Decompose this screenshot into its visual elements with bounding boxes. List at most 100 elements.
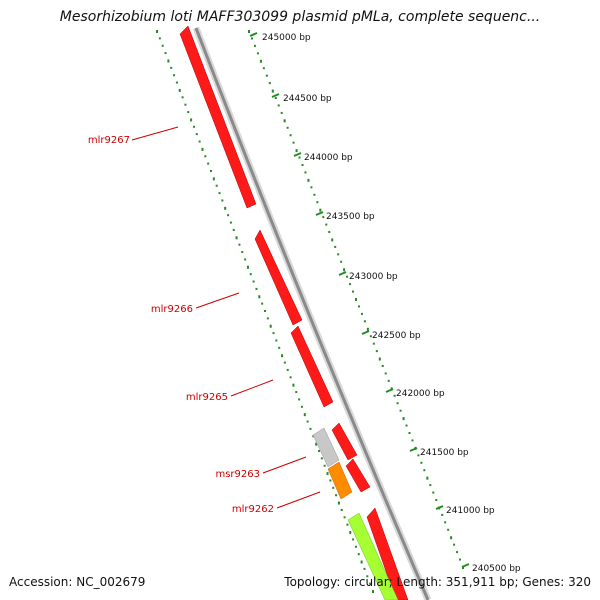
track-dot (235, 236, 238, 240)
track-dot (349, 531, 352, 535)
track-dot (201, 147, 204, 151)
track-dot (453, 543, 456, 546)
track-dot (178, 88, 181, 92)
map-title: Mesorhizobium loti MAFF303099 plasmid pM… (59, 9, 541, 25)
track-dot (310, 186, 313, 189)
track-dot (244, 258, 247, 261)
track-dot (375, 350, 378, 353)
track-dot (352, 290, 355, 293)
track-dot (399, 409, 402, 412)
track-dot (274, 97, 277, 99)
track-dot (447, 528, 450, 531)
gene-label: mlr9265 (186, 392, 228, 403)
track-dot (232, 228, 235, 231)
track-dot (340, 508, 343, 511)
gene-leaders (131, 126, 321, 509)
gene-red-b[interactable] (345, 458, 371, 493)
track-dot (335, 494, 338, 497)
gene-mlr9266[interactable] (254, 229, 303, 326)
track-dot (315, 442, 318, 446)
track-dot (212, 177, 215, 181)
track-dot (326, 472, 329, 476)
track-dot (265, 74, 268, 77)
track-dot (170, 66, 173, 69)
track-dot (272, 332, 275, 335)
track-dot (323, 464, 326, 467)
track-dot (292, 383, 295, 387)
gene-red-c[interactable] (366, 507, 409, 600)
track-dot (246, 265, 249, 269)
track-dot (204, 155, 207, 158)
track-dot (184, 103, 187, 106)
track-dot (352, 538, 355, 541)
track-dot (161, 44, 164, 47)
track-dot (346, 523, 349, 526)
track-dot (346, 275, 349, 278)
track-dot (340, 260, 343, 263)
track-dot (332, 486, 335, 489)
track-dot (300, 405, 303, 408)
track-dot (224, 206, 227, 210)
tick-label: 240500 bp (472, 564, 521, 574)
track-dot (378, 357, 381, 361)
track-dot (283, 119, 286, 123)
track-dot (372, 342, 375, 345)
gene-mlr9265[interactable] (290, 325, 334, 408)
track-dot (271, 89, 274, 93)
gene-msr9263[interactable] (312, 427, 340, 468)
track-dot (252, 280, 255, 283)
track-dot (241, 251, 244, 254)
gene-red-a[interactable] (331, 422, 358, 461)
track-dot (441, 513, 444, 516)
track-dot (328, 231, 331, 233)
track-dot (408, 432, 411, 434)
track-dot (405, 424, 408, 427)
tick-label: 241000 bp (446, 506, 495, 516)
gene-mlr9262[interactable] (327, 461, 353, 500)
track-dot (322, 216, 325, 219)
track-dot (289, 376, 292, 379)
track-dot (316, 201, 319, 204)
tick-label: 242500 bp (372, 331, 421, 341)
track-dot (331, 238, 334, 242)
track-dot (158, 37, 161, 40)
track-dot (218, 192, 221, 195)
track-dot (256, 52, 259, 55)
track-dot (320, 457, 323, 460)
track-dot (337, 501, 340, 505)
track-dot (411, 439, 414, 442)
track-dot (229, 221, 232, 224)
track-dot (306, 420, 309, 423)
track-dot (363, 567, 366, 570)
track-dot (298, 156, 301, 159)
track-dot (277, 104, 280, 107)
track-dot (295, 149, 298, 153)
gene-mlr9267[interactable] (179, 25, 257, 209)
gene-label: mlr9267 (88, 135, 130, 146)
tick-label: 245000 bp (262, 33, 311, 43)
track-dot (238, 243, 241, 246)
track-dot (167, 59, 170, 63)
track-dot (349, 283, 352, 286)
track-dot (423, 469, 426, 472)
tick-label: 243500 bp (326, 212, 375, 222)
track-dot (357, 553, 360, 556)
track-dot (195, 133, 198, 136)
track-dot (372, 590, 374, 593)
track-dot (249, 273, 252, 276)
track-dot (309, 427, 312, 430)
track-dot (429, 484, 432, 487)
track-dot (307, 178, 310, 182)
track-dot (366, 575, 369, 578)
genome-summary: Topology: circular; Length: 351,911 bp; … (284, 575, 591, 589)
gene-lime[interactable] (347, 512, 399, 600)
track-dot (181, 96, 184, 99)
track-dot (262, 67, 265, 70)
track-dot (435, 499, 438, 501)
track-dot (360, 312, 363, 315)
track-dot (354, 545, 357, 548)
track-dot (192, 125, 195, 128)
tick-label: 242000 bp (396, 389, 445, 399)
track-dot (402, 417, 405, 421)
